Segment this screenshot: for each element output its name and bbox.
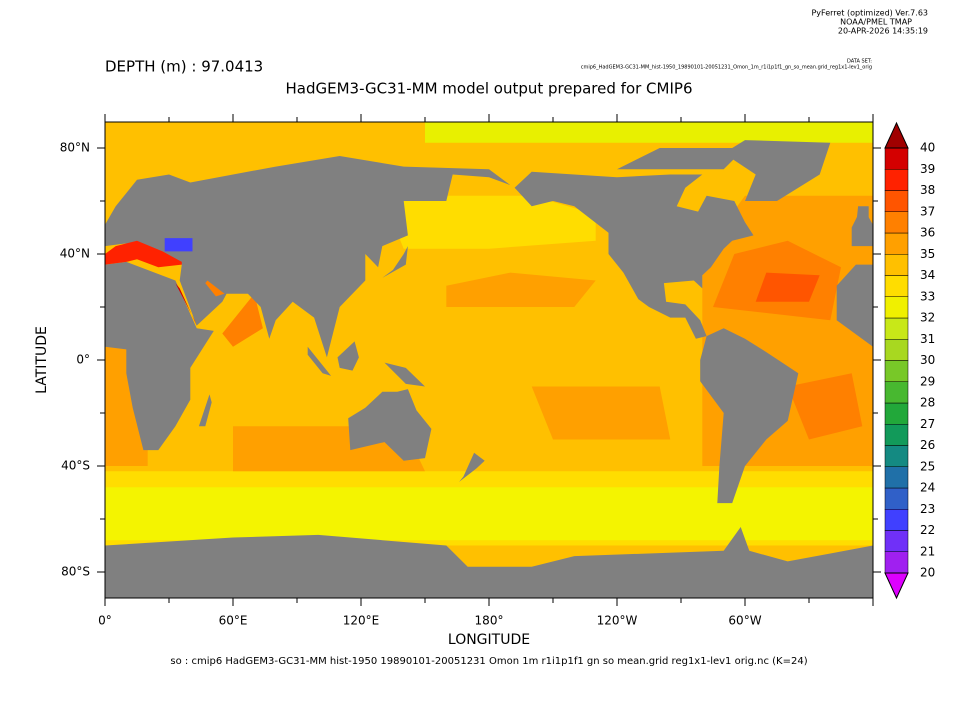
land — [855, 206, 869, 228]
colorbar-swatch — [884, 466, 909, 489]
x-tick-label: 60°W — [728, 614, 761, 628]
x-tick-label: 0° — [98, 614, 112, 628]
colorbar-label: 35 — [920, 247, 935, 261]
colorbar-swatch — [884, 530, 909, 552]
x-tick-label: 60°E — [219, 614, 248, 628]
colorbar-swatch — [884, 190, 909, 212]
ocean-band — [446, 272, 596, 307]
y-tick-label: 80°N — [60, 141, 90, 155]
colorbar-label: 21 — [920, 544, 935, 558]
land — [382, 246, 408, 278]
colorbar-label: 31 — [920, 332, 935, 346]
colorbar-swatch — [884, 445, 909, 467]
colorbar-label: 29 — [920, 374, 935, 388]
colorbar-label: 38 — [920, 183, 935, 197]
colorbar-label: 27 — [920, 417, 935, 431]
colorbar-swatch — [884, 487, 909, 510]
colorbar-swatch — [884, 232, 909, 255]
land — [514, 171, 754, 339]
land — [198, 394, 212, 427]
colorbar: 20 21 22 23 24 25 26 27 28 29 30 31 32 33 34 35 36 37 38 39… — [884, 121, 935, 600]
colorbar-swatch — [884, 551, 909, 574]
colorbar-over — [884, 121, 909, 149]
colorbar-swatch — [884, 509, 909, 531]
y-tick-label: 0° — [76, 353, 90, 367]
land — [126, 185, 169, 215]
colorbar-label: 36 — [920, 226, 935, 240]
colorbar-swatch — [884, 381, 909, 404]
title: HadGEM3-GC31-MM model output prepared fo… — [286, 80, 693, 98]
ocean-band — [787, 373, 863, 440]
x-tick-label: 180° — [475, 614, 504, 628]
land — [459, 452, 485, 482]
ocean-band — [222, 293, 263, 347]
colorbar-label: 28 — [920, 396, 935, 410]
land — [105, 527, 873, 599]
land — [105, 156, 511, 358]
y-tick-label: 40°S — [61, 459, 90, 473]
colorbar-swatch — [884, 254, 909, 276]
land — [348, 389, 432, 461]
map — [105, 121, 873, 599]
colorbar-swatch — [884, 317, 909, 340]
land — [307, 346, 332, 376]
colorbar-swatch — [884, 275, 909, 297]
colorbar-swatch — [884, 402, 909, 425]
ocean-band — [531, 386, 671, 440]
colorbar-label: 23 — [920, 502, 935, 516]
colorbar-swatch — [884, 360, 909, 382]
colorbar-under — [884, 572, 909, 600]
ocean-band — [105, 487, 873, 541]
colorbar-swatch — [884, 339, 909, 361]
depth: DEPTH (m) : 97.0413 — [105, 58, 263, 76]
colorbar-label: 34 — [920, 268, 935, 282]
colorbar-label: 39 — [920, 162, 935, 176]
colorbar-label: 26 — [920, 438, 935, 452]
software: PyFerret (optimized) Ver.7.63 — [811, 9, 928, 18]
dataset: cmip6_HadGEM3-GC31-MM_hist-1950_19890101… — [581, 65, 872, 71]
date: 20-APR-2026 14:35:19 — [838, 27, 928, 36]
y-tick-label: 40°N — [60, 247, 90, 261]
colorbar-label: 20 — [920, 566, 935, 580]
x-tick-label: 120°W — [597, 614, 638, 628]
land — [836, 264, 873, 347]
colorbar-label: 40 — [920, 141, 935, 155]
colorbar-swatch — [884, 296, 909, 319]
sea — [205, 280, 225, 297]
x-axis-label: LONGITUDE — [448, 632, 530, 648]
y-axis-label: LATITUDE — [34, 326, 50, 394]
colorbar-swatch — [884, 424, 909, 446]
colorbar-label: 30 — [920, 353, 935, 367]
colorbar-label: 33 — [920, 289, 935, 303]
axes: 0° 60°E 120°E 180° 120°W 60°W 80°N 40°N 0° 40°S 80… — [60, 114, 881, 628]
land — [105, 261, 214, 451]
colorbar-label: 37 — [920, 204, 935, 218]
colorbar-swatch — [884, 169, 909, 191]
ocean-band — [755, 272, 820, 302]
y-tick-label: 80°S — [61, 565, 90, 579]
x-tick-label: 120°E — [343, 614, 380, 628]
footer: so : cmip6 HadGEM3-GC31-MM hist-1950 198… — [170, 656, 807, 667]
colorbar-swatch — [884, 211, 909, 234]
colorbar-label: 24 — [920, 481, 935, 495]
colorbar-label: 22 — [920, 523, 935, 537]
land — [337, 341, 359, 371]
land — [617, 148, 745, 170]
dataset-label: DATA SET: — [847, 59, 872, 65]
land — [384, 362, 425, 387]
colorbar-label: 25 — [920, 459, 935, 473]
sea — [164, 238, 193, 252]
land — [723, 140, 831, 201]
colorbar-swatch — [884, 147, 909, 170]
org: NOAA/PMEL TMAP — [840, 18, 912, 27]
ocean-band — [425, 121, 873, 143]
colorbar-label: 32 — [920, 311, 935, 325]
land — [700, 328, 799, 504]
ocean-band — [382, 195, 596, 249]
sea — [105, 240, 182, 268]
